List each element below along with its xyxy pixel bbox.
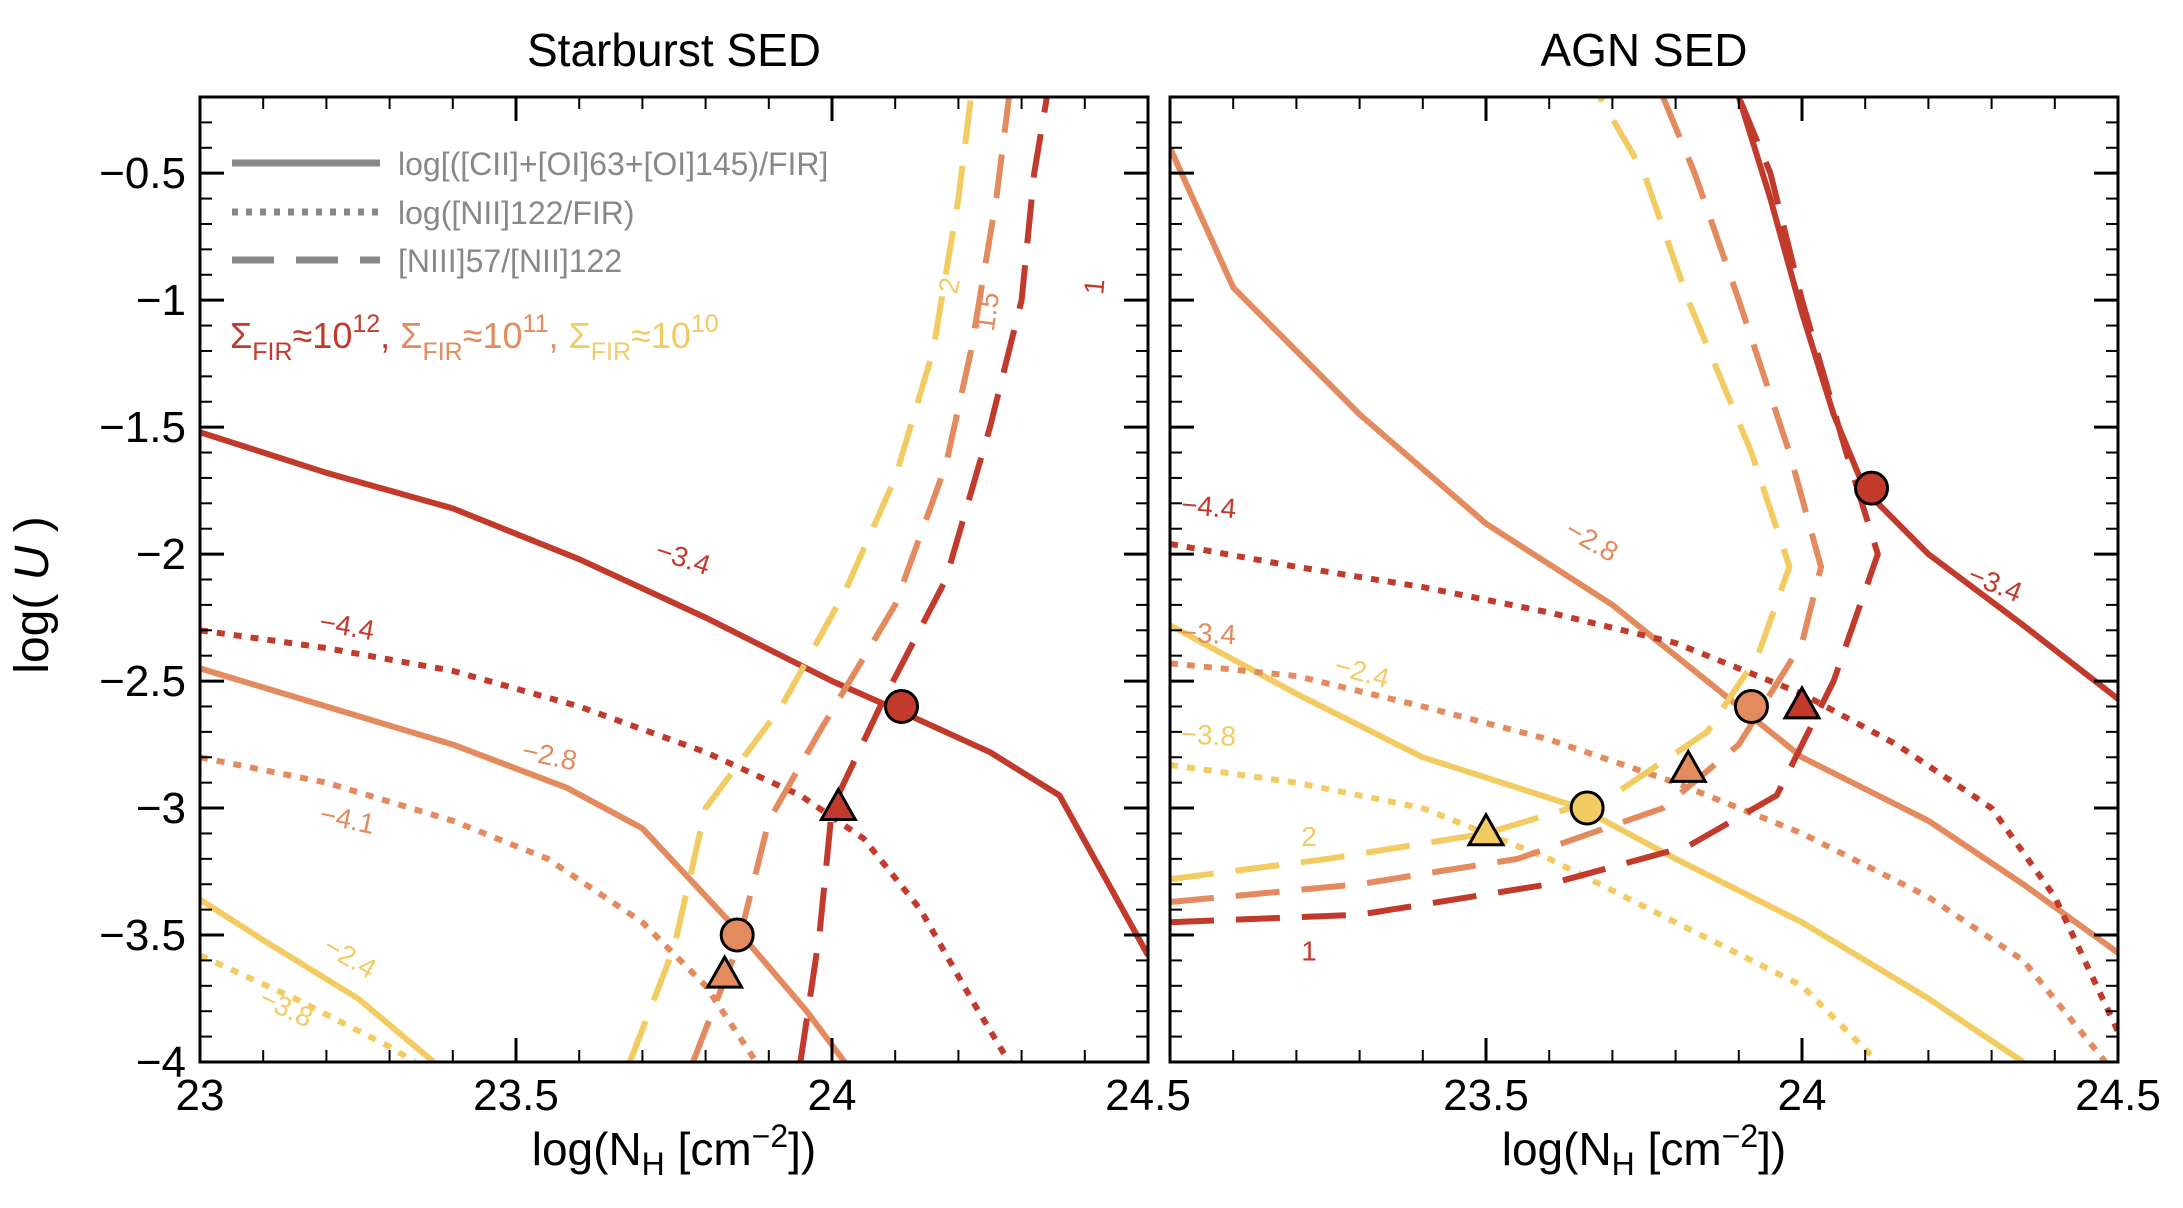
legend-sigma-11: ΣFIR≈1011, [400, 310, 568, 366]
series-line-4 [200, 754, 759, 1062]
series-line-3 [1170, 540, 2118, 1033]
series-line-4 [1170, 660, 2108, 1062]
plot-area [200, 97, 1148, 1062]
contour-label-0: −4.4 [1180, 489, 1238, 525]
series-line-7 [1170, 97, 1824, 905]
marker-circle-4 [1569, 790, 1605, 826]
y-axis-label-var: U [6, 545, 59, 580]
plot-frame [198, 95, 1150, 1064]
contour-label-7: 1 [1301, 935, 1317, 966]
y-tick-label: −4 [136, 1038, 186, 1087]
contour-label-3: −3.4 [1180, 617, 1237, 651]
contour-label-5: −3.8 [1180, 718, 1237, 752]
series-line-1 [1170, 146, 2118, 956]
marker-circle-0 [884, 688, 920, 724]
legend-dotted-label: log([NII]122/FIR) [398, 195, 635, 231]
x-tick-label: 24.5 [1105, 1071, 1191, 1120]
marker-circle-0 [1854, 470, 1890, 506]
x-tick-label: 24.5 [2075, 1071, 2161, 1120]
x-tick-label: 24 [808, 1071, 857, 1120]
contour-label-8: 1 [1078, 278, 1110, 296]
y-tick-label: −2 [136, 530, 186, 579]
marker-circle-2 [719, 917, 755, 953]
y-tick-label: −1 [136, 276, 186, 325]
legend: log[([CII]+[OI]63+[OI]145)/FIR] log([NII… [230, 146, 828, 366]
contour-label-4: −2.4 [318, 930, 381, 984]
x-axis-label-left: log(NH [cm−2]) [532, 1118, 817, 1182]
series-line-8 [1170, 97, 1793, 883]
marker-triangle-3 [705, 954, 745, 989]
y-tick-label: −1.5 [99, 403, 186, 452]
y-tick-label: −3 [136, 784, 186, 833]
contour-label-2: −2.8 [1560, 514, 1623, 568]
x-tick-label: 23 [176, 1071, 225, 1120]
x-axis-label-right: log(NH [cm−2]) [1502, 1118, 1787, 1182]
y-tick-label: −0.5 [99, 149, 186, 198]
legend-sigma-12: ΣFIR≈1012, [230, 310, 400, 366]
series-line-6 [797, 97, 1050, 1062]
contour-label-1: −4.4 [317, 606, 377, 646]
series-line-5 [200, 952, 417, 1062]
y-tick-label: −3.5 [99, 911, 186, 960]
legend-sigma-row: ΣFIR≈1012, ΣFIR≈1011, ΣFIR≈1010 [230, 310, 719, 366]
y-axis-label-post: ) [6, 516, 59, 545]
series-line-2 [200, 896, 436, 1062]
contour-label-0: −3.4 [652, 534, 714, 581]
series-line-0 [1735, 97, 2118, 702]
legend-dashed-label: [NIII]57/[NII]122 [398, 243, 622, 279]
marker-triangle-1 [818, 786, 858, 821]
marker-triangle-1 [1782, 684, 1822, 720]
x-tick-label: 23.5 [1443, 1071, 1529, 1120]
contour-label-3: −4.1 [317, 798, 378, 840]
series-line-3 [200, 627, 1012, 1062]
marker-triangle-3 [1668, 748, 1708, 783]
y-tick-label: −2.5 [99, 657, 186, 706]
series-line-6 [1170, 97, 1881, 926]
plot-area [1170, 97, 2118, 1062]
y-axis-label-pre: log( [6, 580, 59, 673]
series-line-1 [200, 665, 848, 1062]
marker-triangle-5 [1466, 811, 1506, 847]
contour-label-6: 2 [932, 275, 966, 297]
legend-solid-label: log[([CII]+[OI]63+[OI]145)/FIR] [398, 146, 828, 182]
series-line-0 [200, 429, 1148, 957]
panel-title-starburst: Starburst SED [527, 24, 821, 76]
x-tick-label: 24 [1778, 1071, 1827, 1120]
x-tick-label: 23.5 [473, 1071, 559, 1120]
contour-label-5: −3.8 [255, 982, 318, 1033]
series-line-8 [627, 97, 974, 1062]
contour-label-6: 2 [1301, 821, 1317, 852]
series-line-7 [690, 97, 1012, 1062]
y-axis-label: log( U ) [6, 516, 59, 673]
contour-label-7: 1.5 [969, 290, 1005, 333]
marker-circle-2 [1733, 688, 1769, 724]
series-line-2 [1170, 622, 2025, 1062]
legend-sigma-10: ΣFIR≈1010 [569, 310, 719, 366]
series-line-5 [1170, 761, 1880, 1062]
panel-title-agn: AGN SED [1540, 24, 1747, 76]
